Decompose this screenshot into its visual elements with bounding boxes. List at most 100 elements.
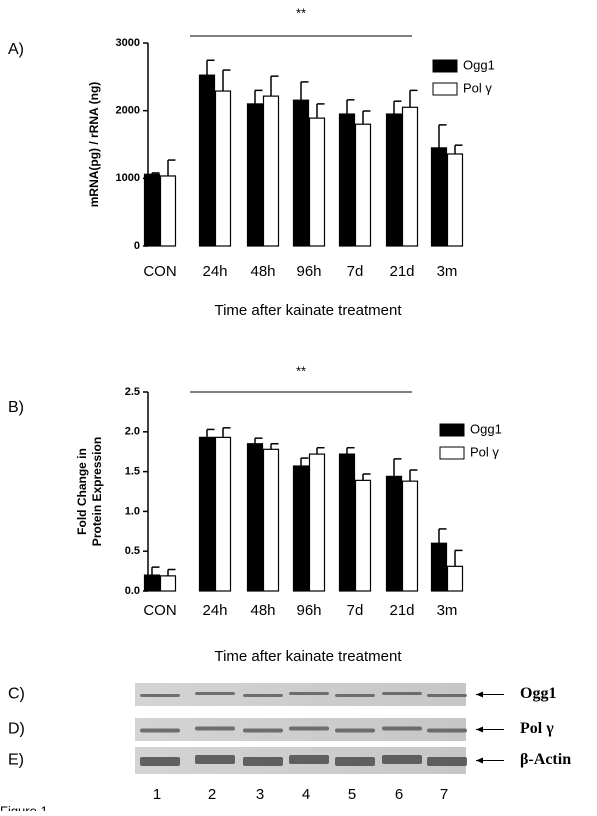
blot-band — [140, 757, 180, 766]
bar — [338, 113, 356, 247]
bar — [430, 147, 448, 247]
bar — [354, 479, 372, 592]
lane-label: 1 — [153, 786, 161, 803]
bar — [198, 74, 216, 247]
lane-label: 3 — [256, 786, 264, 803]
blot-band — [195, 755, 235, 764]
x-tick-label: 48h — [250, 602, 275, 619]
blot-band — [243, 694, 283, 697]
lane-label: 7 — [440, 786, 448, 803]
bar — [246, 103, 264, 247]
legend-swatch — [439, 423, 465, 437]
bar — [198, 436, 216, 592]
bar — [143, 574, 161, 592]
y-tick-label: 2.0 — [125, 426, 140, 438]
bar — [385, 475, 403, 592]
lane-label: 2 — [208, 786, 216, 803]
y-axis-label: mRNA(pg) / rRNA (ng) — [87, 82, 101, 208]
bar — [214, 90, 232, 247]
blot-band — [289, 755, 329, 764]
lane-label: 6 — [395, 786, 403, 803]
blot-band — [140, 728, 180, 733]
blot-band — [140, 694, 180, 697]
bar — [385, 113, 403, 247]
y-tick-label: 1000 — [116, 172, 140, 184]
blot-band — [289, 726, 329, 731]
y-tick-label: 1.5 — [125, 466, 140, 478]
bar — [430, 542, 448, 592]
x-tick-label: 7d — [347, 602, 364, 619]
bar — [354, 123, 372, 247]
blot-band — [243, 757, 283, 766]
legend-swatch — [432, 82, 458, 96]
bar — [246, 443, 264, 592]
x-tick-label: 7d — [347, 263, 364, 280]
bar — [338, 453, 356, 592]
blot-band — [195, 726, 235, 731]
blot-band — [427, 757, 467, 766]
legend-label: Ogg1 — [463, 57, 495, 72]
protein-label: β-Actin — [520, 751, 571, 768]
legend-swatch — [439, 446, 465, 460]
bar — [143, 173, 161, 247]
legend-label: Pol γ — [470, 444, 499, 459]
bar — [292, 465, 310, 592]
x-tick-label: 96h — [296, 602, 321, 619]
y-axis-label: Fold Change in — [75, 448, 89, 535]
blot-band — [382, 692, 422, 695]
x-tick-label: 48h — [250, 263, 275, 280]
legend-swatch — [432, 59, 458, 73]
protein-label: Ogg1 — [520, 685, 556, 702]
y-tick-label: 1.0 — [125, 505, 140, 517]
x-tick-label: 21d — [389, 263, 414, 280]
blot-band — [427, 694, 467, 697]
blot-band — [289, 692, 329, 695]
blot-band — [195, 692, 235, 695]
panel-label: C) — [8, 686, 25, 703]
bar — [446, 153, 464, 247]
y-tick-label: 0.0 — [125, 585, 140, 597]
blot-band — [382, 726, 422, 731]
blot-band — [335, 694, 375, 697]
lane-label: 4 — [302, 786, 310, 803]
panel-label: D) — [8, 721, 25, 738]
protein-label: Pol γ — [520, 720, 554, 737]
bar — [214, 436, 232, 592]
x-tick-label: 3m — [437, 263, 458, 280]
bar — [308, 453, 326, 592]
arrow-head — [476, 726, 483, 733]
x-tick-label: 96h — [296, 263, 321, 280]
lane-label: 5 — [348, 786, 356, 803]
y-tick-label: 0.5 — [125, 545, 140, 557]
blot-band — [243, 728, 283, 733]
blot-band — [382, 755, 422, 764]
panel-label: A) — [8, 41, 24, 58]
bar — [159, 575, 177, 592]
y-tick-label: 3000 — [116, 37, 140, 49]
blot-band — [427, 728, 467, 733]
x-axis-label: Time after kainate treatment — [214, 648, 402, 665]
y-tick-label: 2000 — [116, 105, 140, 117]
bar — [401, 106, 419, 247]
x-tick-label: CON — [143, 602, 176, 619]
x-axis-label: Time after kainate treatment — [214, 302, 402, 319]
y-axis-label: Protein Expression — [90, 437, 104, 546]
bar — [308, 117, 326, 247]
x-tick-label: 21d — [389, 602, 414, 619]
y-tick-label: 0 — [134, 240, 140, 252]
bar — [401, 480, 419, 592]
blot-band — [335, 728, 375, 733]
bar — [262, 448, 280, 592]
bar — [446, 565, 464, 592]
significance-annotation: ** — [296, 5, 306, 20]
significance-annotation: ** — [296, 363, 306, 378]
bar — [292, 99, 310, 247]
blot-band — [335, 757, 375, 766]
y-tick-label: 2.5 — [125, 386, 140, 398]
arrow-head — [476, 691, 483, 698]
x-tick-label: 24h — [202, 602, 227, 619]
arrow-head — [476, 757, 483, 764]
figure-label: Figure 1 — [0, 803, 48, 811]
bar — [262, 95, 280, 247]
